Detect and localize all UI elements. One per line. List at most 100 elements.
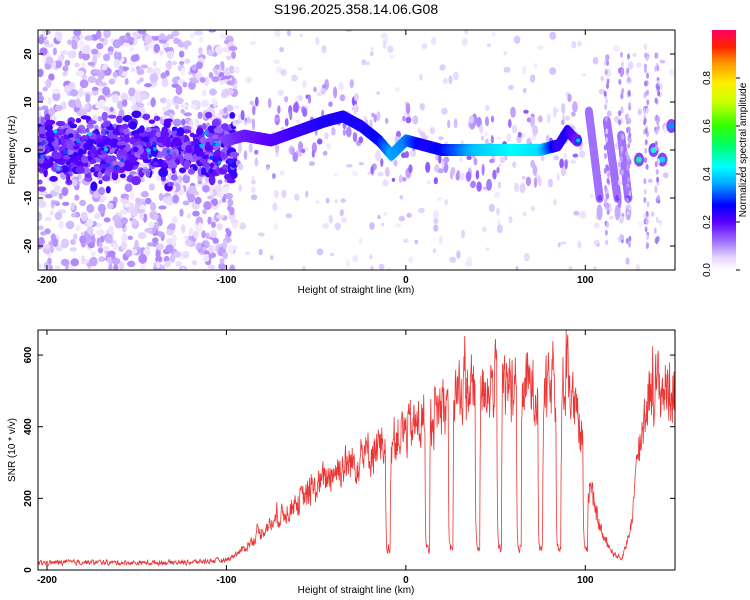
spectrogram-cell [67, 39, 72, 45]
spectrogram-cell [617, 201, 621, 208]
spectrogram-cell [546, 113, 551, 124]
spectrogram-cell [328, 101, 333, 107]
spectrogram-cell [647, 178, 653, 183]
spectrogram-cell [473, 157, 478, 166]
spectrogram-cell [358, 136, 364, 144]
spectrogram-cell [75, 98, 81, 109]
spectrogram-cell [650, 211, 655, 218]
spectrogram-cell [529, 115, 535, 127]
spectrogram-cell [119, 198, 128, 204]
spectrogram-cell [404, 150, 410, 159]
spectrogram-cell [315, 36, 320, 46]
spectrogram-cell [106, 162, 111, 167]
spectrogram-heatmap [38, 30, 675, 270]
spectrogram-cell [486, 178, 493, 191]
spectrogram-cell [408, 255, 414, 264]
spectrogram-cell [95, 222, 103, 228]
spectrogram-cell [655, 216, 659, 223]
spectrogram-cell [208, 30, 217, 33]
spectrogram-cell [99, 37, 105, 42]
spectrogram-cell [182, 200, 190, 206]
spectrogram-cell [644, 67, 647, 74]
spectrogram-cell [286, 30, 291, 37]
spectrogram-cell [267, 97, 272, 109]
spectrogram-cell [117, 149, 128, 156]
spectrogram-cell [465, 171, 472, 182]
spectrogram-cell [626, 113, 629, 120]
spectrogram-cell [606, 209, 610, 215]
spectrogram-cell [216, 223, 223, 231]
spectrogram-cell [208, 72, 214, 79]
spectrogram-cell [472, 120, 477, 127]
spectrogram-cell [540, 155, 545, 162]
colorbar-label: Normalized spectral amplitude [738, 82, 749, 217]
spectrogram-cell [144, 83, 152, 88]
spectrogram-cell [98, 180, 103, 185]
spectrogram-cell [171, 137, 182, 146]
spectrogram-cell [214, 64, 220, 70]
spectrogram-cell [97, 115, 103, 122]
spectrogram-cell [486, 43, 492, 48]
spectrogram-cell [60, 165, 70, 173]
spectrogram-cell [38, 95, 44, 103]
spectrogram-cell [150, 201, 156, 212]
spectrogram-cell [657, 158, 661, 165]
spectrogram-cell [613, 116, 620, 123]
spectrogram-ylabel: Frequency (Hz) [7, 116, 18, 185]
spectrogram-cell [628, 204, 632, 211]
spectrogram-cell [340, 198, 347, 203]
spectrogram-cell [621, 216, 625, 223]
spectrogram-cell [305, 190, 309, 198]
spectrogram-cell [488, 203, 495, 213]
spectrogram-cell [249, 40, 257, 46]
spectrogram-cell [655, 168, 659, 175]
spectrogram-cell [141, 92, 148, 99]
spectrogram-cell [128, 87, 136, 97]
spectrogram-cell [177, 175, 183, 184]
spectrogram-cell [199, 76, 206, 83]
spectrogram-cell [619, 155, 623, 162]
snr-xtick-label: -100 [216, 575, 236, 586]
spectrogram-cell [490, 115, 495, 123]
spectrogram-cell [223, 185, 229, 194]
spectrogram-cell [617, 179, 621, 186]
spectrogram-cell [259, 232, 265, 237]
spectrogram-cell [643, 188, 647, 195]
spectrogram-cell [102, 246, 110, 251]
spectrogram-cell [568, 265, 573, 270]
spectrogram-cell [208, 252, 217, 259]
spectrogram-cell [129, 190, 135, 201]
spectrogram-cell [380, 158, 384, 167]
spectrogram-cell [592, 56, 599, 65]
spectrogram-cell [85, 93, 91, 103]
spectrogram-cell [186, 213, 192, 219]
spectrogram-cell [171, 30, 180, 37]
spectrogram-cell [405, 116, 412, 124]
spectrogram-cell [89, 256, 98, 267]
spectrogram-cell [136, 209, 146, 214]
spectrogram-cell [161, 115, 167, 120]
spectrogram-cell [507, 118, 512, 128]
spectrogram-cell [250, 179, 256, 185]
spectrogram-cell [229, 111, 236, 119]
spectrogram-cell [147, 131, 154, 137]
spectrogram-cell [153, 115, 161, 122]
spectrogram-cell [172, 76, 180, 85]
spectrogram-cell [443, 156, 450, 164]
spectrogram-cell [308, 161, 315, 167]
spectrogram-cell [398, 215, 406, 222]
spectrogram-cell [553, 106, 557, 118]
spectrogram-cell [243, 150, 248, 160]
spectrogram-cell [442, 77, 448, 85]
spectrogram-cell [116, 115, 123, 124]
spectrogram-cell [228, 159, 233, 164]
spectrogram-cell [206, 49, 215, 57]
spectrogram-cell [210, 230, 217, 238]
spectrogram-cell [146, 148, 151, 153]
spectrogram-cell [215, 45, 224, 55]
spectrogram-cell [453, 118, 458, 129]
spectrogram-cell [239, 222, 247, 230]
spectrogram-cell [339, 209, 344, 217]
